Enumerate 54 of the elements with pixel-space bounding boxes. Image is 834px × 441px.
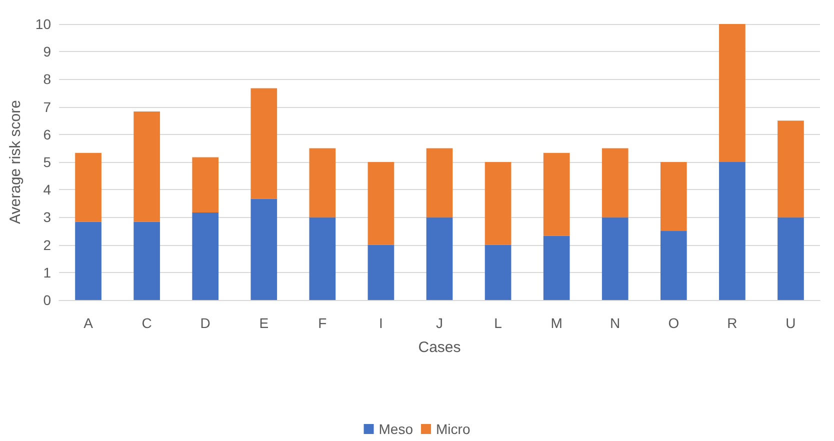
x-tick-label: L (494, 315, 502, 331)
x-tick-label: I (379, 315, 383, 331)
bar (309, 217, 336, 300)
x-tick-label: N (610, 315, 620, 331)
bar (719, 24, 746, 162)
y-tick-label: 8 (43, 71, 52, 88)
legend-label: Meso (378, 421, 414, 437)
x-tick-label: A (84, 315, 94, 331)
bar (426, 217, 453, 300)
bar (75, 152, 102, 222)
x-axis-title: Cases (418, 339, 461, 356)
bar (602, 148, 628, 218)
y-tick-label: 0 (43, 292, 52, 308)
y-tick-label: 10 (35, 16, 52, 32)
bar (660, 231, 687, 300)
y-axis-title: Average risk score (7, 100, 24, 224)
y-tick-label: 7 (43, 98, 52, 115)
bar (134, 111, 160, 222)
bar (192, 157, 219, 213)
legend-label: Micro (436, 421, 470, 437)
bar (192, 212, 219, 300)
bar (484, 244, 512, 300)
bar (134, 222, 160, 300)
bar (250, 88, 278, 199)
bar (778, 120, 804, 218)
y-tick-label: 5 (43, 154, 52, 170)
bar (309, 148, 336, 218)
x-tick-label: M (550, 315, 562, 331)
x-tick-label: R (727, 315, 738, 331)
x-tick-label: U (786, 315, 796, 331)
y-tick-label: 6 (43, 126, 52, 142)
bar (484, 162, 512, 245)
x-tick-label: E (259, 315, 269, 331)
bar (719, 162, 746, 300)
bar (660, 162, 687, 231)
x-tick-label: D (200, 315, 210, 331)
bar (368, 244, 394, 300)
x-tick-label: O (668, 315, 680, 331)
bar (602, 217, 628, 300)
bar (543, 152, 570, 236)
y-tick-label: 4 (43, 182, 52, 198)
bar (543, 236, 570, 300)
y-tick-label: 3 (43, 209, 52, 226)
y-tick-label: 9 (43, 44, 52, 60)
y-tick-label: 2 (43, 236, 52, 253)
x-tick-label: F (318, 315, 327, 331)
y-tick-label: 1 (43, 264, 52, 280)
bar (75, 222, 102, 300)
bar (250, 198, 278, 300)
x-tick-label: C (142, 315, 152, 331)
bar (368, 162, 394, 245)
bar (426, 148, 453, 218)
x-tick-label: J (436, 315, 443, 331)
bar (778, 217, 804, 300)
